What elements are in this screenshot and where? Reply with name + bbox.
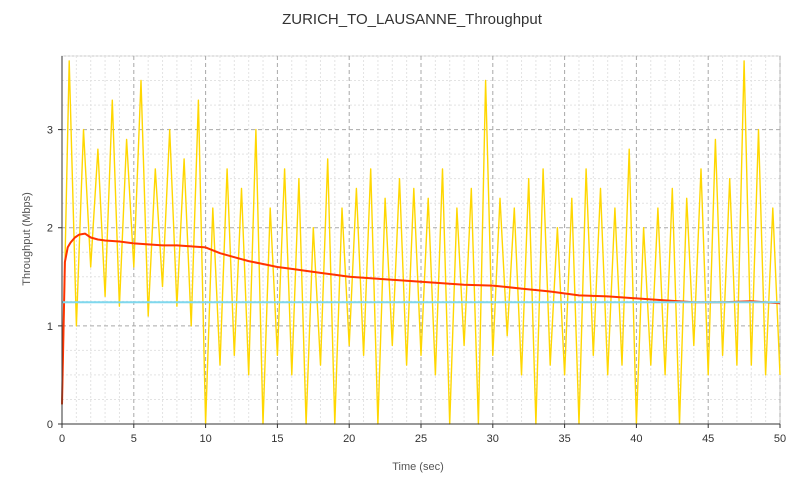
x-tick-label: 5	[131, 433, 137, 445]
y-tick-label: 2	[47, 223, 53, 235]
series-line-0	[61, 60, 781, 425]
x-tick-label: 20	[343, 433, 355, 445]
x-tick-label: 25	[415, 433, 427, 445]
grid	[61, 55, 781, 425]
axes	[58, 56, 781, 428]
y-tick-label: 0	[47, 419, 53, 431]
series-layer	[61, 60, 781, 425]
x-tick-label: 15	[271, 433, 283, 445]
tick-labels: 0 5 10 15 20 25 30 35 40 45 50 0 1 2 3	[47, 125, 786, 445]
y-tick-label: 1	[47, 321, 53, 333]
x-tick-label: 50	[774, 433, 786, 445]
series-line-1	[61, 232, 781, 405]
x-tick-label: 10	[199, 433, 211, 445]
x-axis-label: Time (sec)	[392, 461, 444, 473]
chart-title: ZURICH_TO_LAUSANNE_Throughput	[282, 11, 543, 28]
y-tick-label: 3	[47, 125, 53, 137]
x-tick-label: 30	[487, 433, 499, 445]
x-tick-label: 45	[702, 433, 714, 445]
y-axis-label: Throughput (Mbps)	[21, 192, 33, 286]
x-tick-label: 35	[558, 433, 570, 445]
x-tick-label: 0	[59, 433, 65, 445]
x-tick-label: 40	[630, 433, 642, 445]
